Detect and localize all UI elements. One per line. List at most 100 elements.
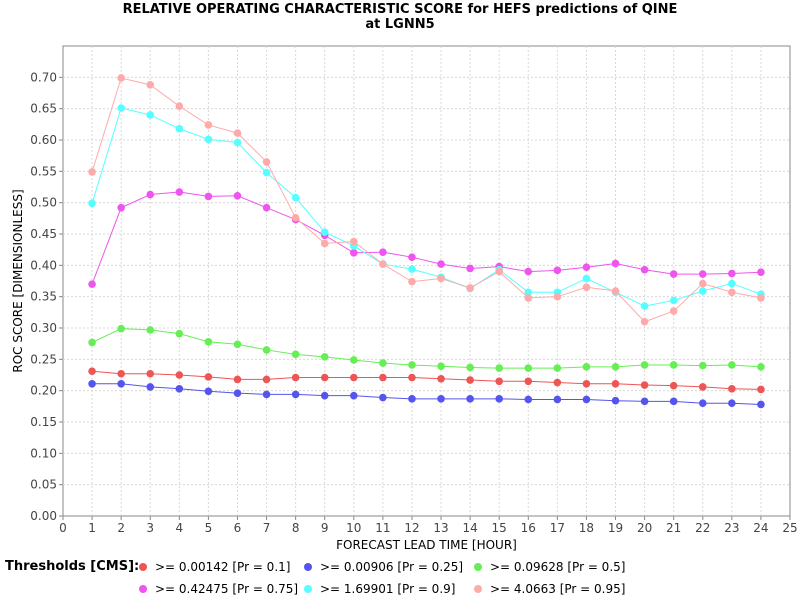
data-point xyxy=(117,369,125,378)
data-point xyxy=(757,294,765,302)
legend-label: >= 4.0663 [Pr = 0.95] xyxy=(490,582,626,596)
data-point xyxy=(582,363,591,371)
data-point xyxy=(611,379,620,388)
legend-label: >= 1.69901 [Pr = 0.9] xyxy=(320,582,456,596)
data-point xyxy=(698,279,707,288)
data-point xyxy=(233,340,242,349)
legend-item: >= 4.0663 [Pr = 0.95] xyxy=(474,582,625,596)
data-point xyxy=(350,249,358,257)
data-point xyxy=(204,337,213,346)
data-point xyxy=(640,397,649,406)
data-point xyxy=(437,374,445,383)
data-point xyxy=(437,395,445,403)
data-point xyxy=(233,191,242,200)
y-tick-label: 0.40 xyxy=(30,258,57,272)
x-tick-label: 19 xyxy=(608,521,623,535)
data-point xyxy=(262,158,271,166)
legend-item: >= 0.00906 [Pr = 0.25] xyxy=(304,560,463,574)
legend-label: >= 0.42475 [Pr = 0.75] xyxy=(155,582,299,596)
data-point xyxy=(757,363,765,371)
y-tick-label: 0.15 xyxy=(30,415,57,429)
series-1 xyxy=(88,367,765,394)
data-point xyxy=(728,361,736,369)
x-tick-label: 16 xyxy=(521,521,536,535)
data-point xyxy=(291,373,300,382)
data-point xyxy=(233,375,242,384)
x-tick-label: 4 xyxy=(175,521,183,535)
data-point xyxy=(320,353,329,361)
data-point xyxy=(88,280,96,288)
x-tick-label: 12 xyxy=(404,521,419,535)
data-point xyxy=(669,307,678,315)
data-point xyxy=(233,129,242,137)
data-point xyxy=(553,378,562,387)
x-tick-label: 18 xyxy=(579,521,594,535)
data-point xyxy=(495,267,504,276)
data-point xyxy=(582,395,591,404)
x-tick-label: 3 xyxy=(146,521,154,535)
x-tick-label: 5 xyxy=(205,521,213,535)
data-point xyxy=(204,121,213,129)
data-point xyxy=(117,74,125,82)
y-tick-label: 0.00 xyxy=(30,509,57,523)
data-point xyxy=(350,237,358,246)
data-point xyxy=(233,138,242,147)
data-point xyxy=(524,395,533,404)
data-point xyxy=(669,381,678,390)
legend-swatch xyxy=(139,563,147,571)
data-point xyxy=(146,369,155,378)
x-tick-label: 7 xyxy=(263,521,271,535)
y-tick-label: 0.65 xyxy=(30,102,57,116)
x-tick-label: 6 xyxy=(234,521,242,535)
series-6 xyxy=(88,74,765,326)
data-point xyxy=(698,361,707,370)
data-point xyxy=(262,168,271,177)
x-tick-label: 2 xyxy=(117,521,125,535)
x-axis-label: FORECAST LEAD TIME [HOUR] xyxy=(336,538,517,552)
data-point xyxy=(640,361,649,369)
data-point xyxy=(146,81,155,89)
data-point xyxy=(262,346,271,354)
data-point xyxy=(146,190,155,199)
y-tick-label: 0.70 xyxy=(30,70,57,84)
data-point xyxy=(466,395,474,403)
x-tick-label: 25 xyxy=(782,521,797,535)
data-point xyxy=(117,379,125,388)
data-point xyxy=(611,287,620,295)
y-tick-label: 0.55 xyxy=(30,164,57,178)
y-tick-label: 0.25 xyxy=(30,352,57,366)
data-point xyxy=(146,326,155,334)
x-tick-label: 10 xyxy=(346,521,361,535)
data-point xyxy=(408,373,416,382)
data-point xyxy=(88,338,96,347)
x-tick-label: 17 xyxy=(550,521,565,535)
x-tick-label: 23 xyxy=(724,521,739,535)
data-point xyxy=(466,264,474,273)
legend-swatch xyxy=(474,585,482,593)
data-point xyxy=(379,359,387,367)
x-tick-label: 11 xyxy=(375,521,390,535)
x-tick-label: 21 xyxy=(666,521,681,535)
data-point xyxy=(640,317,649,326)
data-point xyxy=(233,389,242,397)
data-point xyxy=(408,265,416,273)
data-point xyxy=(204,373,213,381)
legend-swatch xyxy=(139,585,147,593)
data-point xyxy=(553,395,562,404)
data-point xyxy=(204,192,213,201)
data-point xyxy=(204,387,213,396)
data-point xyxy=(175,124,184,133)
series-line xyxy=(91,107,762,307)
data-point xyxy=(175,384,184,393)
legend-swatch xyxy=(304,563,312,571)
data-point xyxy=(495,395,504,403)
legend-title: Thresholds [CMS]: xyxy=(5,559,140,574)
data-point xyxy=(611,259,620,268)
data-point xyxy=(553,292,562,301)
x-tick-label: 14 xyxy=(462,521,477,535)
legend-item: >= 0.09628 [Pr = 0.5] xyxy=(474,560,625,574)
data-point xyxy=(175,188,184,196)
data-point xyxy=(262,203,271,212)
data-point xyxy=(524,294,533,302)
